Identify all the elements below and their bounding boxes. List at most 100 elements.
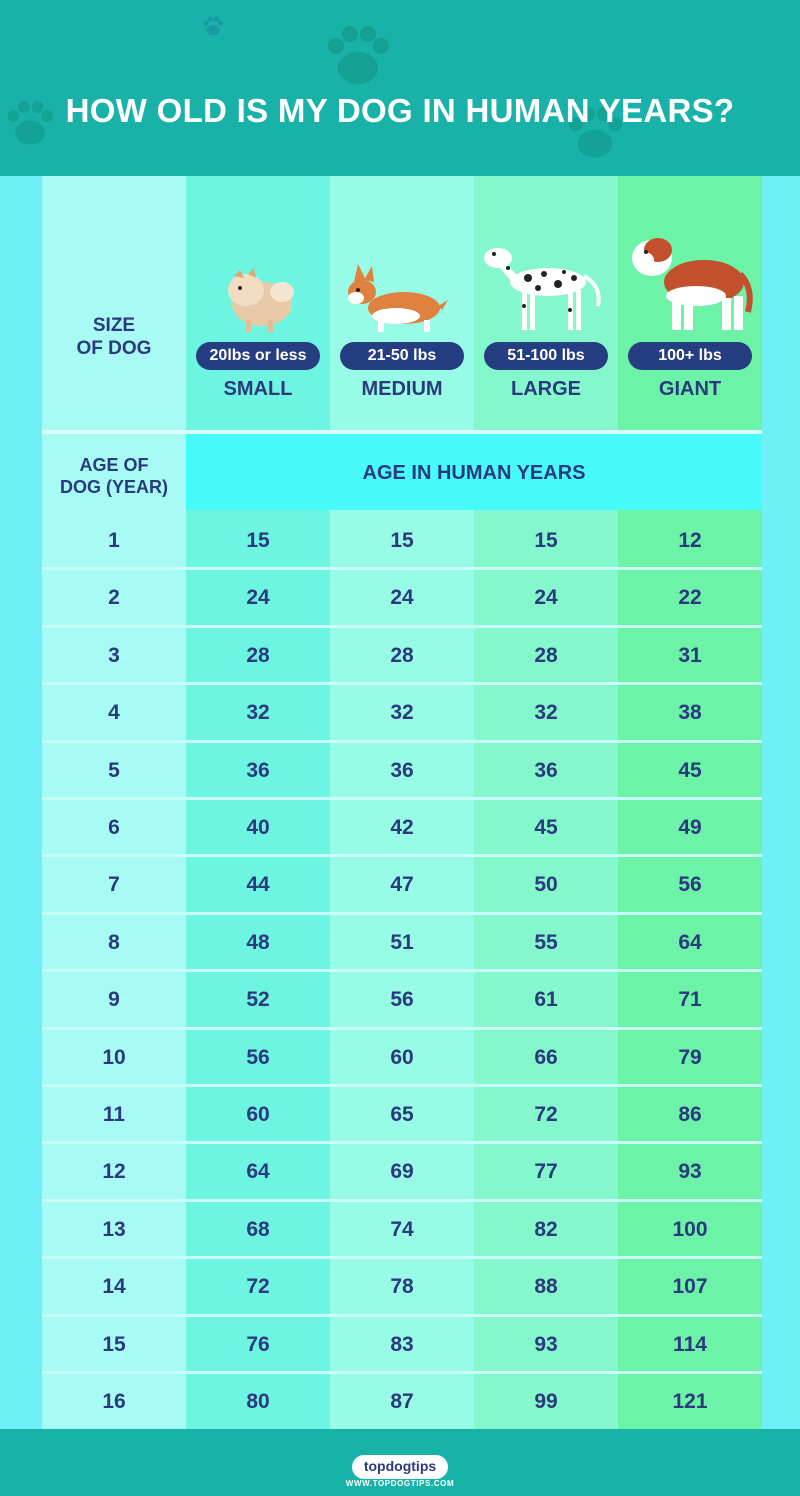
size-name-large: LARGE (511, 378, 581, 400)
row-divider (42, 682, 762, 686)
human-years-small-cell: 32 (246, 701, 270, 725)
table-row: 16 80 87 99 121 (42, 1371, 762, 1428)
paw-print-icon (0, 95, 60, 155)
row-divider (42, 1198, 762, 1202)
human-years-small-cell: 52 (246, 988, 270, 1012)
age-cell: 8 (108, 930, 120, 954)
row-divider (42, 1371, 762, 1374)
age-cell: 5 (108, 758, 120, 782)
table-row: 5 36 36 36 45 (42, 739, 762, 797)
age-band-label: AGE IN HUMAN YEARS (362, 462, 586, 484)
row-divider (42, 1084, 762, 1087)
human-years-medium-cell: 65 (390, 1103, 414, 1126)
human-years-giant-cell: 45 (678, 758, 702, 782)
human-years-small-cell: 72 (246, 1275, 270, 1299)
human-years-medium-cell: 56 (390, 988, 414, 1012)
human-years-medium-cell: 51 (390, 930, 414, 954)
logo-text: topdogtips (363, 1458, 437, 1474)
human-years-small-cell: 80 (246, 1390, 270, 1413)
human-years-large-cell: 77 (534, 1160, 558, 1184)
human-years-small-cell: 60 (246, 1103, 270, 1126)
size-of-dog-label: SIZE OF DOG (42, 314, 186, 360)
column-medium (330, 176, 474, 1429)
human-years-large-cell: 55 (534, 930, 558, 954)
human-years-large-cell: 28 (534, 643, 558, 667)
weight-badge-large: 51-100 lbs (484, 342, 608, 370)
header-banner: HOW OLD IS MY DOG IN HUMAN YEARS? (0, 0, 800, 176)
paw-print-icon (560, 100, 630, 170)
age-cell: 12 (102, 1160, 126, 1184)
column-giant (618, 176, 762, 1429)
row-divider (42, 567, 762, 571)
row-divider (42, 854, 762, 858)
row-divider (42, 969, 762, 973)
human-years-giant-cell: 56 (678, 873, 702, 897)
table-row: 10 56 60 66 79 (42, 1026, 762, 1084)
human-years-small-cell: 68 (246, 1217, 270, 1241)
human-years-small-cell: 15 (246, 529, 270, 552)
human-years-medium-cell: 87 (390, 1390, 414, 1413)
age-cell: 15 (102, 1332, 126, 1356)
human-years-medium-cell: 32 (390, 701, 414, 725)
human-years-giant-cell: 107 (672, 1275, 708, 1299)
human-years-giant-cell: 38 (678, 701, 702, 725)
row-divider (42, 1256, 762, 1260)
table-row: 11 60 65 72 86 (42, 1084, 762, 1141)
human-years-large-cell: 99 (534, 1390, 558, 1413)
table-row: 13 68 74 82 100 (42, 1198, 762, 1256)
dalmatian-icon (478, 236, 606, 341)
human-years-giant-cell: 121 (672, 1390, 708, 1413)
weight-badge-medium: 21-50 lbs (340, 342, 464, 370)
human-years-giant-cell: 71 (678, 988, 702, 1012)
table-row: 6 40 42 45 49 (42, 797, 762, 854)
human-years-large-cell: 45 (534, 816, 558, 839)
age-cell: 6 (108, 816, 120, 839)
row-divider (42, 911, 762, 915)
human-years-large-cell: 36 (534, 758, 558, 782)
row-divider (42, 1141, 762, 1145)
human-years-small-cell: 48 (246, 930, 270, 954)
saint-bernard-icon (622, 232, 758, 341)
human-years-large-cell: 50 (534, 873, 558, 897)
human-years-medium-cell: 69 (390, 1160, 414, 1184)
human-years-large-cell: 61 (534, 988, 558, 1012)
human-years-small-cell: 40 (246, 816, 270, 839)
human-years-small-cell: 36 (246, 758, 270, 782)
row-divider (42, 624, 762, 628)
human-years-large-cell: 15 (534, 529, 558, 552)
row-divider (42, 1026, 762, 1030)
table-row: 1 15 15 15 12 (42, 510, 762, 567)
human-years-large-cell: 93 (534, 1332, 558, 1356)
age-cell: 11 (102, 1103, 126, 1126)
table-row: 9 52 56 61 71 (42, 969, 762, 1026)
table-row: 7 44 47 50 56 (42, 854, 762, 911)
human-years-giant-cell: 114 (673, 1332, 707, 1356)
human-years-large-cell: 72 (534, 1103, 558, 1126)
table-row: 12 64 69 77 93 (42, 1141, 762, 1198)
dog-age-table: SIZE OF DOG (42, 176, 762, 1429)
age-cell: 4 (108, 701, 120, 725)
age-cell: 13 (102, 1217, 126, 1241)
human-years-medium-cell: 74 (390, 1217, 414, 1241)
human-years-medium-cell: 47 (390, 873, 414, 897)
paw-print-icon (200, 14, 226, 40)
human-years-giant-cell: 64 (678, 930, 702, 954)
human-years-small-cell: 56 (246, 1045, 270, 1069)
topdogtips-logo: topdogtips (352, 1455, 448, 1479)
human-years-small-cell: 76 (246, 1332, 270, 1356)
human-years-small-cell: 24 (246, 586, 270, 610)
human-years-giant-cell: 93 (678, 1160, 702, 1184)
human-years-medium-cell: 15 (390, 529, 414, 552)
column-large (474, 176, 618, 1429)
age-cell: 3 (108, 643, 120, 667)
row-divider (42, 1313, 762, 1317)
human-years-small-cell: 64 (246, 1160, 270, 1184)
human-years-large-cell: 88 (534, 1275, 558, 1299)
age-label-text: AGE OF DOG (YEAR) (60, 455, 168, 497)
pomeranian-icon (220, 268, 300, 339)
age-of-dog-label: AGE OF DOG (YEAR) (42, 454, 186, 498)
row-divider (42, 797, 762, 800)
size-label-text: SIZE OF DOG (76, 315, 152, 359)
age-cell: 1 (108, 529, 120, 552)
human-years-large-cell: 32 (534, 701, 558, 725)
